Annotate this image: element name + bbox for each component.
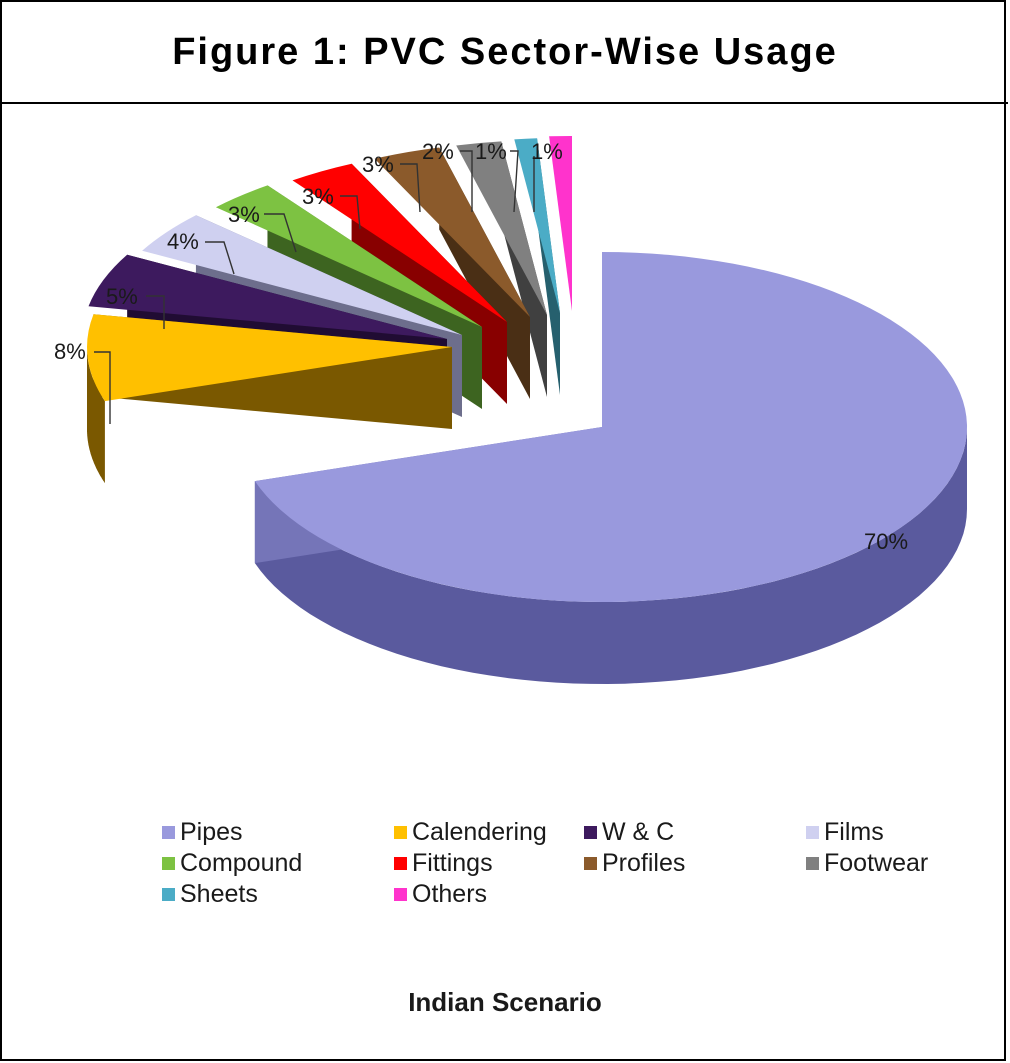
legend-label: W & C bbox=[602, 818, 675, 846]
legend-label: Fittings bbox=[412, 849, 493, 877]
legend-swatch bbox=[162, 888, 175, 901]
legend-label: Footwear bbox=[824, 849, 929, 877]
data-label-compound: 3% bbox=[228, 202, 260, 227]
legend-label: Pipes bbox=[180, 818, 243, 846]
data-label-calendering: 8% bbox=[54, 339, 86, 364]
pie-slice-top bbox=[292, 163, 507, 322]
legend-swatch bbox=[806, 857, 819, 870]
legend-item-compound: Compound bbox=[162, 848, 394, 879]
pie-slices bbox=[87, 135, 968, 684]
pie-slice-side bbox=[87, 347, 105, 484]
pie-slice-side bbox=[254, 427, 967, 684]
label-leader-line bbox=[400, 163, 421, 213]
data-label-footwear: 2% bbox=[422, 139, 454, 164]
data-label-sheets: 1% bbox=[475, 139, 507, 164]
data-label-films: 4% bbox=[167, 229, 199, 254]
pie-slice-others bbox=[549, 135, 572, 311]
label-leader-line bbox=[94, 351, 111, 424]
pie-slice-top bbox=[374, 147, 530, 317]
legend-label: Compound bbox=[180, 849, 303, 877]
legend-item-pipes: Pipes bbox=[162, 817, 394, 848]
chart-legend: Pipes Calendering W & C Films Compound Fittin… bbox=[162, 817, 982, 910]
legend-item-profiles: Profiles bbox=[584, 848, 806, 879]
pie-slice-top bbox=[549, 135, 572, 311]
legend-swatch bbox=[162, 857, 175, 870]
figure-title-box: Figure 1: PVC Sector-Wise Usage bbox=[2, 2, 1008, 104]
legend-swatch bbox=[584, 857, 597, 870]
chart-subtitle: Indian Scenario bbox=[408, 987, 602, 1017]
label-leader-line bbox=[340, 195, 361, 230]
data-label-profiles: 3% bbox=[362, 152, 394, 177]
pie-labels: 70% 8% 5% 4% 3% 3% 3% 2% 1% 1% bbox=[54, 139, 908, 554]
legend-item-calendering: Calendering bbox=[394, 817, 584, 848]
data-label-pipes: 70% bbox=[864, 529, 908, 554]
legend-label: Calendering bbox=[412, 818, 547, 846]
legend-swatch bbox=[584, 826, 597, 839]
legend-swatch bbox=[394, 888, 407, 901]
pie-slice-top bbox=[88, 254, 447, 339]
pie-slice-top bbox=[215, 185, 482, 327]
pie-slice-profiles bbox=[374, 147, 530, 399]
legend-label: Films bbox=[824, 818, 884, 846]
pie-chart: 70% 8% 5% 4% 3% 3% 3% 2% 1% 1% bbox=[54, 135, 968, 684]
pie-slice-top bbox=[456, 141, 547, 315]
data-label-w-c: 5% bbox=[106, 284, 138, 309]
label-leader-line bbox=[460, 150, 473, 212]
legend-swatch bbox=[806, 826, 819, 839]
label-leader-line bbox=[146, 295, 165, 329]
legend-item-sheets: Sheets bbox=[162, 879, 394, 910]
data-label-fittings: 3% bbox=[302, 184, 334, 209]
label-leader-line bbox=[264, 213, 297, 253]
pie-slice-sheets bbox=[514, 138, 560, 395]
pie-slice-top bbox=[142, 215, 462, 335]
legend-item-w-c: W & C bbox=[584, 817, 806, 848]
pie-slice-calendering bbox=[87, 314, 453, 484]
legend-label: Sheets bbox=[180, 880, 258, 908]
legend-swatch bbox=[394, 826, 407, 839]
pie-slice-top bbox=[87, 314, 452, 402]
legend-swatch bbox=[394, 857, 407, 870]
pie-slice-top bbox=[514, 138, 560, 313]
pie-slice-footwear bbox=[456, 141, 547, 397]
legend-swatch bbox=[162, 826, 175, 839]
label-leader-line bbox=[205, 241, 235, 275]
pie-slice-top bbox=[254, 251, 968, 602]
label-leader-line bbox=[510, 150, 519, 213]
legend-item-others: Others bbox=[394, 879, 584, 910]
data-label-others: 1% bbox=[531, 139, 563, 164]
legend-label: Others bbox=[412, 880, 488, 908]
legend-label: Profiles bbox=[602, 849, 686, 877]
pie-slice-pipes bbox=[254, 251, 968, 684]
legend-item-fittings: Fittings bbox=[394, 848, 584, 879]
figure-title: Figure 1: PVC Sector-Wise Usage bbox=[172, 30, 838, 73]
legend-item-films: Films bbox=[806, 817, 982, 848]
legend-item-footwear: Footwear bbox=[806, 848, 982, 879]
